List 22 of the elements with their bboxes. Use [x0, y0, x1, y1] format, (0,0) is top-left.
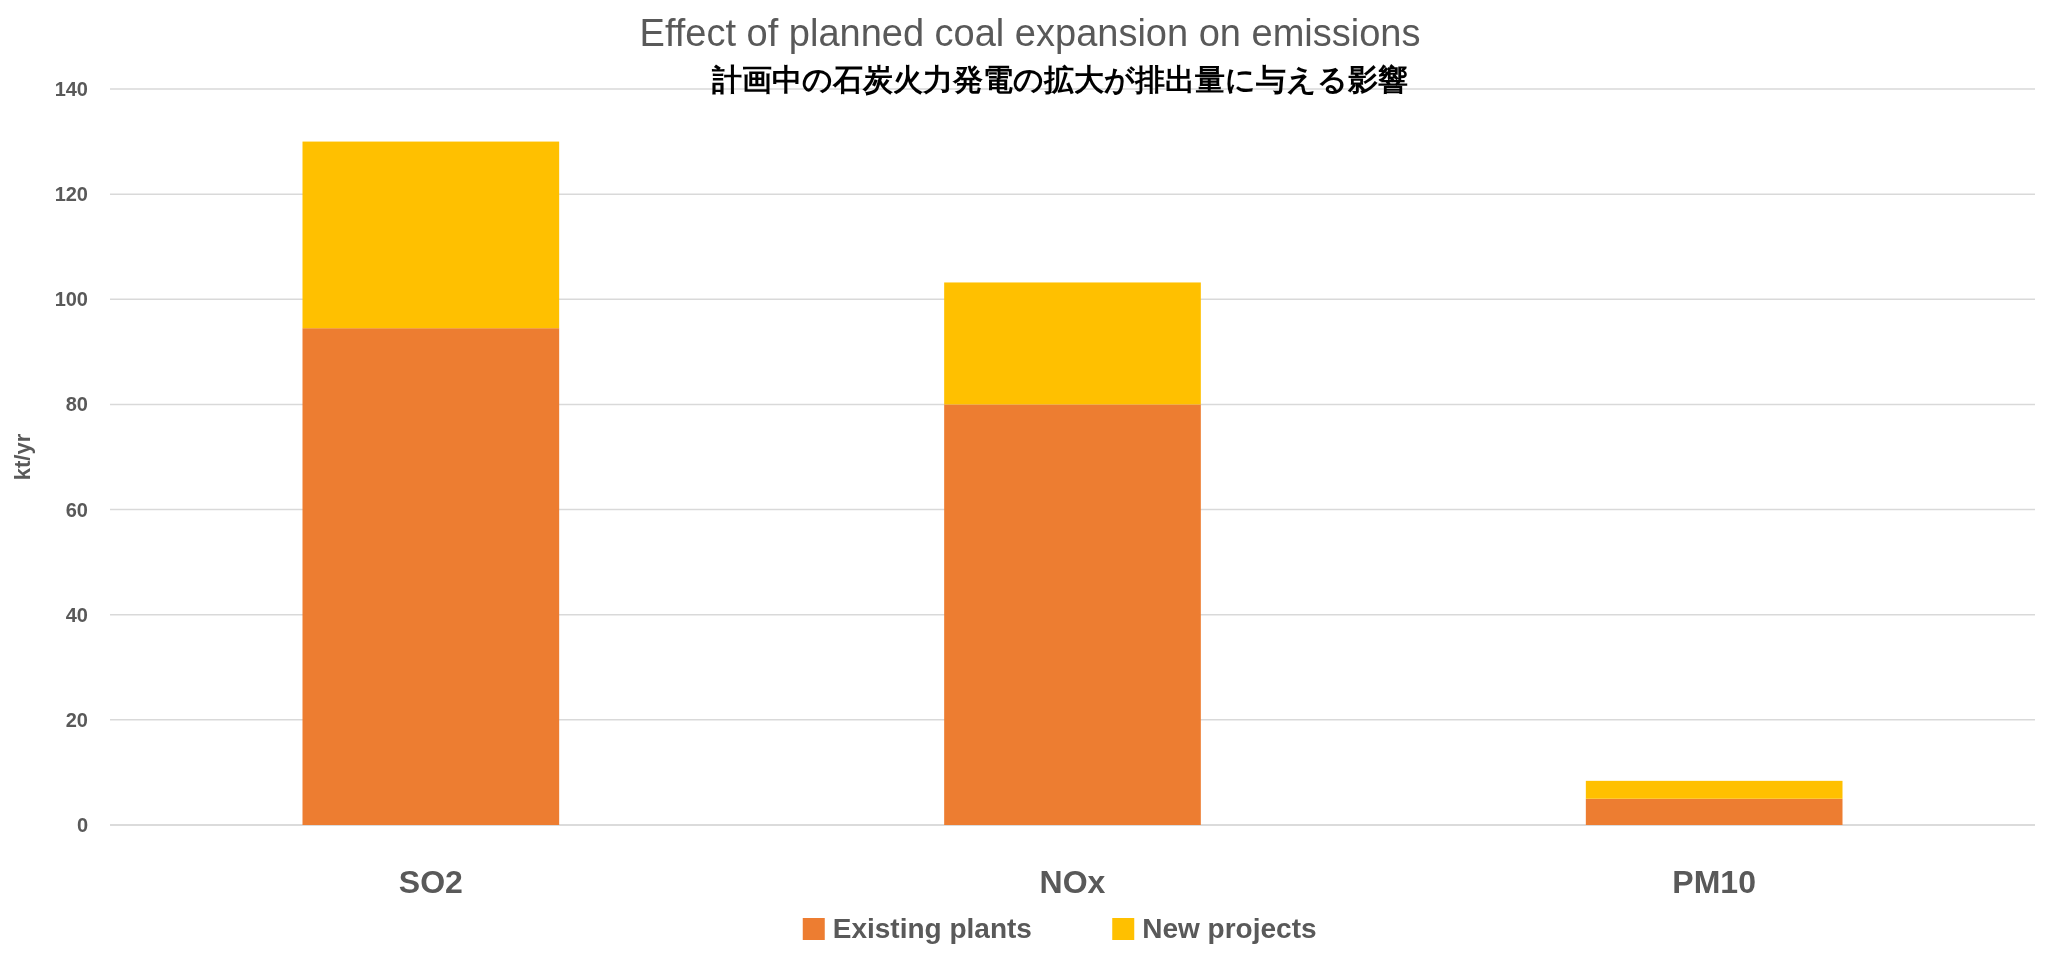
bar [302, 141, 560, 329]
x-tick-label: SO2 [398, 864, 463, 900]
bar [944, 282, 1201, 405]
bar [1585, 798, 1843, 825]
bar [302, 328, 560, 825]
y-tick-label: 120 [54, 183, 88, 206]
bar [944, 404, 1201, 825]
legend-label: Existing plants [832, 913, 1032, 944]
y-tick-label: 60 [65, 498, 88, 521]
legend-label: New projects [1142, 913, 1317, 944]
y-tick-label: 20 [65, 708, 88, 731]
chart-subtitle: 計画中の石炭火力発電の拡大が排出量に与える影響 [711, 63, 1408, 96]
y-tick-label: 0 [76, 814, 88, 836]
chart-title: Effect of planned coal expansion on emissions [639, 12, 1421, 54]
y-tick-label: 80 [65, 393, 88, 416]
x-tick-label: PM10 [1672, 864, 1756, 900]
y-tick-label: 100 [54, 288, 88, 311]
y-axis-title: kt/yr [10, 433, 35, 481]
bar [1585, 780, 1843, 799]
y-tick-label: 40 [65, 603, 88, 626]
y-tick-label: 140 [54, 78, 88, 100]
x-tick-label: NOx [1039, 864, 1106, 900]
